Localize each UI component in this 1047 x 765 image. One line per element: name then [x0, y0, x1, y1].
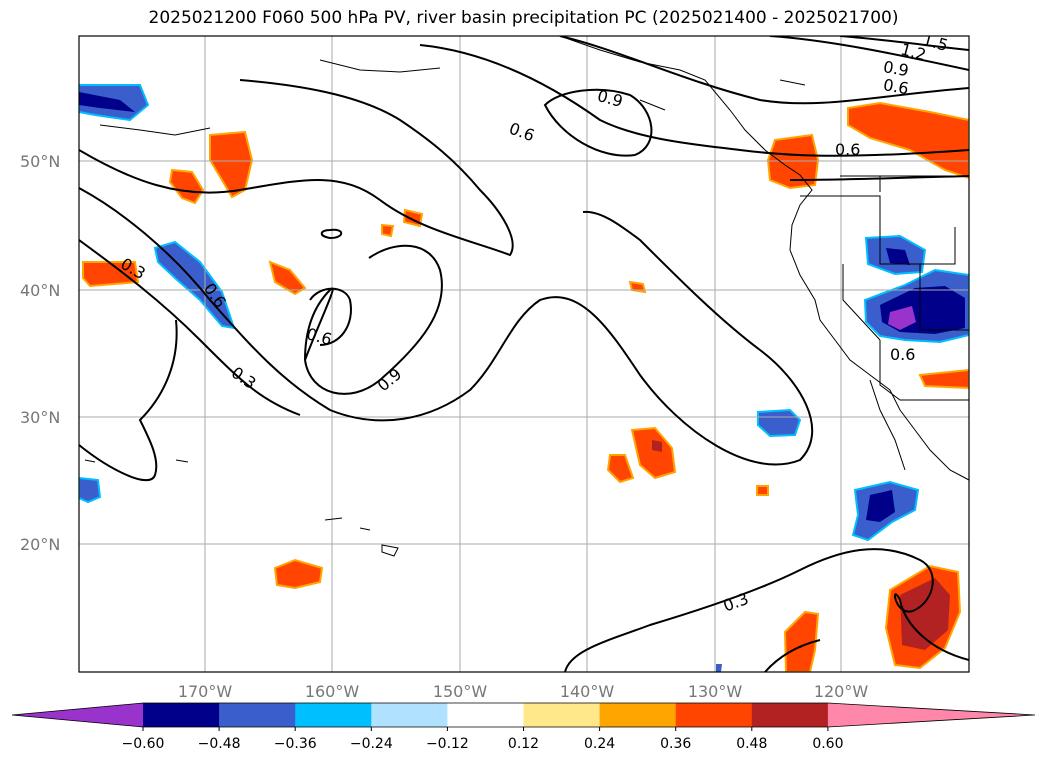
map-frame	[78, 35, 970, 673]
colorbar-tick-label: −0.36	[274, 736, 317, 752]
contour-label: 0.6	[882, 75, 910, 98]
contour-label: 0.6	[890, 345, 915, 364]
contour-label: 1.5	[921, 30, 951, 55]
colorbar-tick-label: −0.60	[122, 736, 165, 752]
lat-label: 30°N	[20, 408, 60, 427]
precip-fill-areas	[79, 84, 969, 672]
latitude-labels: 50°N 40°N 30°N 20°N	[20, 152, 60, 554]
colorbar-segment	[751, 703, 829, 727]
colorbar-tick-label: 0.24	[584, 736, 615, 752]
lon-label: 130°W	[688, 682, 743, 701]
colorbar: −0.60 −0.48 −0.36 −0.24 −0.12 0.12 0.24 0.36 0.4…	[11, 702, 1036, 752]
lat-label: 50°N	[20, 152, 60, 171]
colorbar-tick-label: 0.48	[736, 736, 767, 752]
colorbar-tick-label: −0.48	[198, 736, 241, 752]
colorbar-extend-high	[827, 703, 1035, 727]
colorbar-tick-label: 0.60	[812, 736, 843, 752]
lon-label: 120°W	[814, 682, 869, 701]
colorbar-tick-label: −0.24	[350, 736, 393, 752]
lon-label: 140°W	[560, 682, 615, 701]
longitude-labels: 170°W 160°W 150°W 140°W 130°W 120°W	[178, 682, 869, 701]
colorbar-segment	[447, 703, 524, 727]
colorbar-tick-label: 0.12	[508, 736, 539, 752]
lat-label: 20°N	[20, 535, 60, 554]
colorbar-extend-low	[12, 703, 143, 727]
pv-contours	[79, 36, 969, 672]
lat-label: 40°N	[20, 281, 60, 300]
colorbar-tick-label: −0.12	[426, 736, 469, 752]
lon-label: 150°W	[433, 682, 488, 701]
colorbar-segment	[295, 703, 372, 727]
graticule	[79, 36, 969, 672]
chart-title: 2025021200 F060 500 hPa PV, river basin …	[148, 8, 899, 28]
lon-label: 160°W	[305, 682, 360, 701]
contour-label: 0.6	[835, 140, 860, 159]
lon-label: 170°W	[178, 682, 233, 701]
colorbar-segment	[143, 703, 220, 727]
colorbar-segment	[523, 703, 601, 727]
colorbar-segment	[675, 703, 753, 727]
colorbar-tick-label: 0.36	[660, 736, 691, 752]
contour-label: 0.9	[882, 57, 910, 80]
colorbar-segment	[219, 703, 296, 727]
colorbar-segment	[371, 703, 448, 727]
colorbar-segment	[599, 703, 677, 727]
